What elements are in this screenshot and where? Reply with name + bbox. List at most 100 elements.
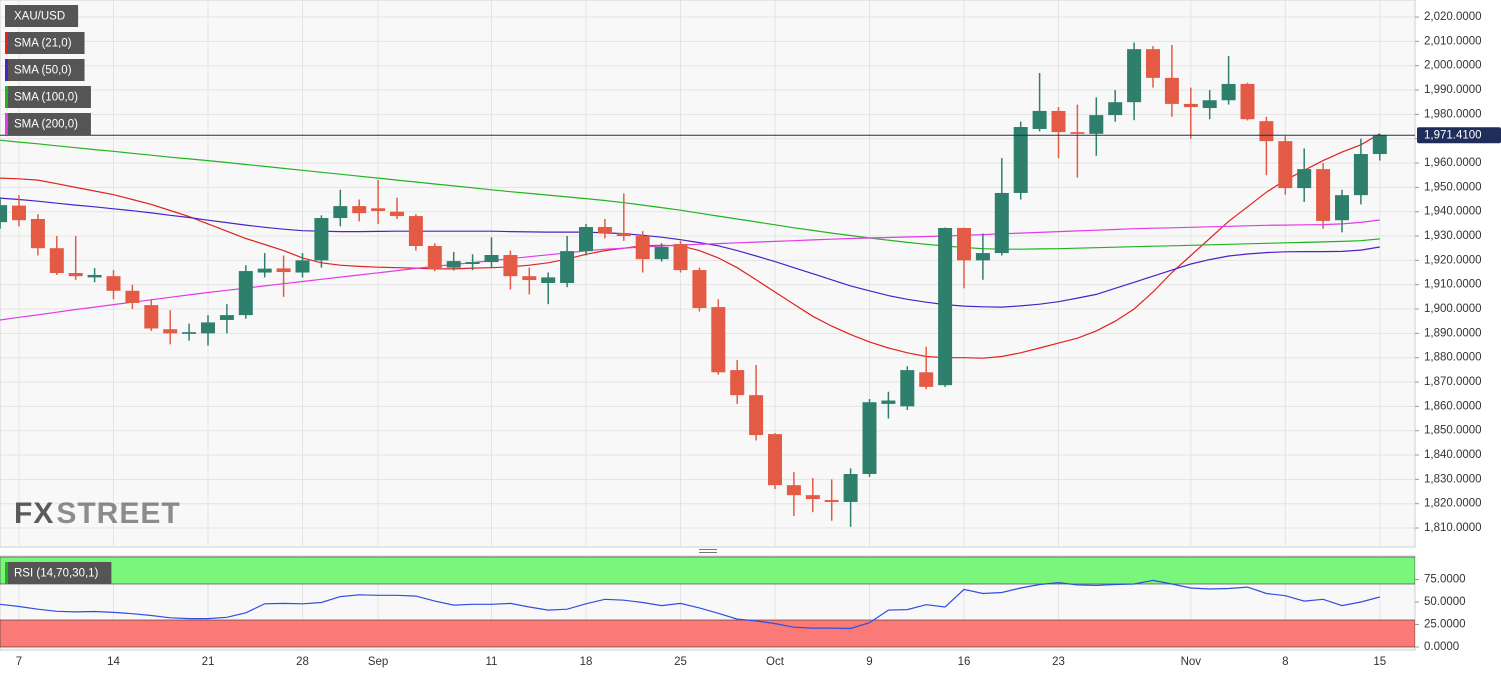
candle-body [144, 305, 159, 329]
pane-divider[interactable] [699, 549, 717, 553]
candle-body [1146, 49, 1160, 78]
candle-body [163, 329, 178, 334]
y-tick-label: 50.0000 [1424, 596, 1466, 608]
candle-body [106, 276, 121, 291]
candle-body [30, 218, 45, 249]
candle-body [49, 248, 64, 274]
y-tick-label: 2,000.0000 [1424, 60, 1482, 72]
candle-body [1032, 110, 1047, 129]
y-tick-label: 2,020.0000 [1424, 11, 1482, 23]
last-price-box [1417, 127, 1501, 144]
candle-body [1221, 83, 1236, 101]
candle-body [957, 227, 971, 261]
candle-body [749, 395, 764, 436]
candle-body [635, 236, 650, 260]
candle-body [786, 485, 801, 496]
candle-body [465, 262, 480, 265]
candle-body [900, 370, 915, 407]
y-tick-label: 1,950.0000 [1424, 181, 1482, 193]
legend-box [5, 5, 79, 27]
candle-body [843, 474, 858, 502]
candle-body [503, 255, 518, 277]
candle-body [938, 227, 953, 386]
y-tick-label: 1,900.0000 [1424, 303, 1482, 315]
candle-body [994, 192, 1009, 254]
candle-body [314, 218, 329, 261]
candle-body [824, 500, 839, 502]
candle-body [919, 372, 934, 387]
candle-body [522, 276, 537, 281]
x-tick-label: 25 [674, 656, 687, 668]
candle-body [1259, 121, 1274, 142]
candle-body [484, 255, 499, 263]
y-tick-label: 1,830.0000 [1424, 473, 1482, 485]
y-tick-label: 1,990.0000 [1424, 84, 1482, 96]
candle-body [1183, 103, 1198, 108]
candle-body [1202, 100, 1217, 109]
legend-box [5, 86, 91, 108]
y-tick-label: 1,890.0000 [1424, 327, 1482, 339]
legend-box [5, 562, 112, 584]
candle-body [87, 274, 102, 278]
x-tick-label: 16 [958, 656, 971, 668]
y-tick-label: 1,920.0000 [1424, 254, 1482, 266]
main-plot-area [0, 0, 1416, 548]
watermark: STREET [56, 497, 180, 530]
y-tick-label: 1,910.0000 [1424, 279, 1482, 291]
legend-label: SMA (50,0) [14, 65, 72, 77]
y-tick-label: 1,870.0000 [1424, 376, 1482, 388]
candle-body [730, 370, 745, 396]
candle-body [1070, 132, 1085, 134]
x-tick-label: 9 [866, 656, 872, 668]
candle-body [1108, 102, 1123, 116]
candle-body [1089, 115, 1104, 134]
legend-label: SMA (100,0) [14, 92, 78, 104]
y-tick-label: 1,930.0000 [1424, 230, 1482, 242]
candle-body [12, 205, 26, 221]
candle-body [579, 227, 593, 252]
candle-body [1316, 169, 1331, 221]
watermark: FX [14, 497, 54, 530]
candle-body [673, 244, 688, 271]
legend-box [5, 59, 85, 81]
candle-body [862, 402, 877, 475]
y-tick-label: 1,880.0000 [1424, 352, 1482, 364]
x-tick-label: 7 [16, 656, 22, 668]
candle-body [238, 271, 253, 316]
indicator-line [0, 139, 1380, 250]
candle-body [768, 434, 782, 486]
candle-body [352, 206, 367, 214]
candle-body [333, 206, 348, 219]
indicator-line [0, 219, 1380, 321]
legend-swatch [5, 59, 8, 81]
legend-swatch [5, 562, 8, 584]
candle-body [182, 332, 197, 334]
legend-swatch [5, 113, 8, 135]
candle-body [1013, 127, 1028, 193]
legend-entry: SMA (100,0) [5, 86, 91, 108]
candle-body [975, 253, 990, 261]
candle-body [219, 315, 234, 320]
candle-body [616, 233, 631, 237]
symbol-label: XAU/USD [5, 5, 79, 27]
candle-body [201, 322, 215, 334]
indicator-line [0, 197, 1380, 308]
x-tick-label: 11 [486, 656, 498, 668]
oversold-band [0, 619, 1415, 648]
candle-body [1240, 83, 1255, 120]
candle-body [805, 495, 820, 500]
candle-body [1127, 49, 1142, 103]
candle-body [257, 268, 272, 273]
legend-entry: SMA (21,0) [5, 32, 85, 54]
overlay-layer: 7 14 21 28 Sep 11 18 25 Oct 9 16 23 Nov 8 15 2,020.0000… [0, 5, 1501, 668]
y-tick-label: 75.0000 [1424, 574, 1466, 586]
candle-body [560, 251, 575, 283]
legend-box [5, 113, 91, 135]
candle-body [371, 208, 386, 211]
indicator-line [0, 133, 1381, 359]
candle-body [881, 400, 896, 404]
x-tick-label: 23 [1052, 656, 1065, 668]
main-layer: FX STREET [0, 0, 1415, 547]
candle-body [0, 205, 8, 223]
